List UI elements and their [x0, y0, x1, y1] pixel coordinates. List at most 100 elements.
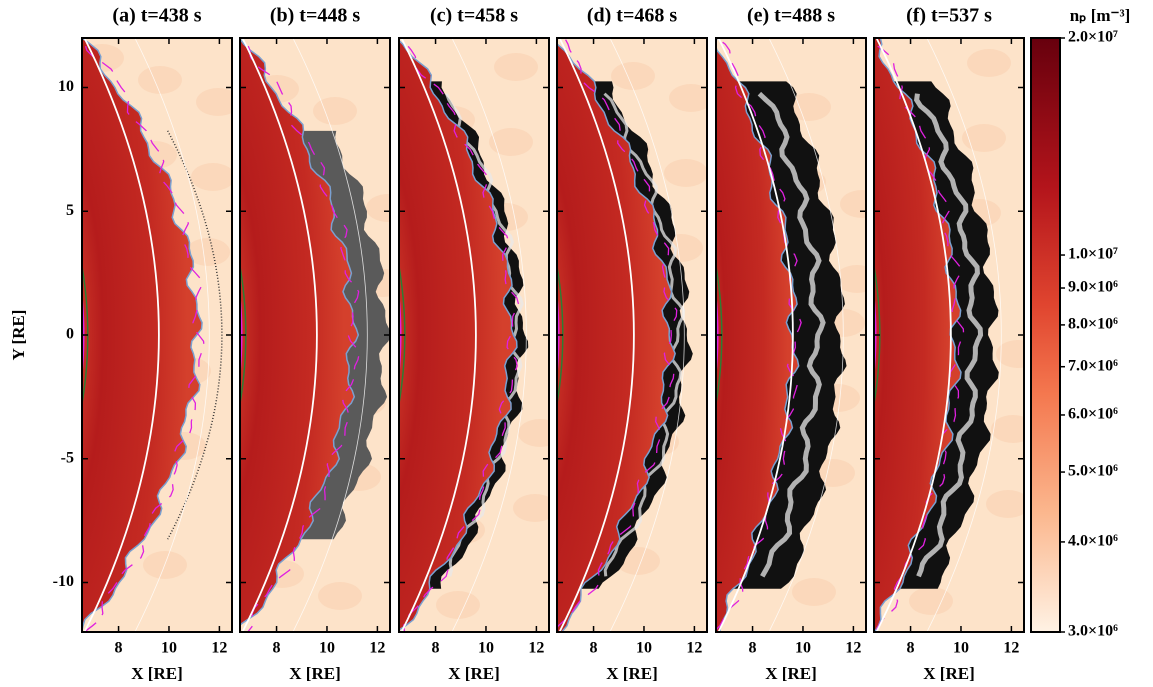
white-arc — [926, 38, 1002, 632]
streak — [445, 93, 524, 577]
texture — [138, 66, 182, 94]
colorbar-tick-label: 8.0×10⁶ — [1068, 316, 1118, 333]
colorbar — [1030, 37, 1061, 633]
texture — [996, 340, 1024, 368]
x-tick-label: 10 — [319, 640, 335, 657]
x-tick-label: 12 — [845, 640, 861, 657]
boundary-contour — [402, 38, 520, 632]
white-arc — [768, 38, 844, 632]
x-tick-label: 8 — [432, 640, 440, 657]
y-tick-label: 0 — [66, 326, 74, 343]
panel-title: (b) t=448 s — [270, 5, 361, 27]
texture — [840, 190, 866, 218]
mixing-layer — [893, 81, 999, 589]
magnetosphere — [82, 38, 203, 631]
texture — [186, 238, 230, 266]
white-arc — [558, 38, 635, 632]
white-arc — [400, 38, 477, 632]
boundary-contour — [557, 42, 676, 632]
y-tick-label: -10 — [53, 573, 74, 590]
panel — [82, 38, 232, 632]
mixing-layer — [300, 130, 390, 540]
texture — [191, 163, 232, 191]
white-arc — [609, 38, 685, 632]
x-tick-label: 10 — [795, 640, 811, 657]
x-tick-label: 12 — [1003, 640, 1019, 657]
magnetosphere — [716, 38, 799, 632]
white-arc — [717, 38, 794, 632]
texture — [967, 49, 1011, 77]
colorbar-tick-label: 2.0×10⁷ — [1068, 29, 1118, 46]
magnetosphere — [874, 38, 961, 632]
panel-title: (c) t=458 s — [430, 5, 518, 27]
texture — [436, 591, 480, 619]
x-axis-label: X [RE] — [289, 664, 340, 683]
white-arc — [292, 38, 368, 632]
mixing-layer — [733, 81, 847, 589]
white-arc — [241, 38, 318, 632]
boundary-contour — [557, 38, 678, 630]
boundary-contour — [82, 38, 205, 632]
particle-arc — [167, 130, 223, 540]
panel — [716, 38, 866, 632]
colorbar-tick-label: 5.0×10⁶ — [1068, 463, 1118, 480]
white-arc — [134, 38, 210, 632]
colorbar-tick-label: 1.0×10⁷ — [1068, 246, 1118, 263]
x-tick-label: 10 — [161, 640, 177, 657]
x-tick-label: 8 — [273, 640, 281, 657]
texture — [489, 128, 533, 156]
mixing-layer — [429, 81, 529, 589]
x-tick-label: 10 — [478, 640, 494, 657]
texture — [835, 265, 866, 293]
panel-title: (e) t=488 s — [747, 5, 835, 27]
x-tick-label: 8 — [115, 640, 123, 657]
x-tick-label: 12 — [211, 640, 227, 657]
panel — [557, 38, 707, 632]
streak — [914, 93, 984, 578]
texture — [196, 88, 232, 116]
streak — [757, 91, 826, 578]
texture — [909, 587, 953, 615]
boundary-contour — [241, 38, 360, 632]
white-arc — [451, 38, 527, 632]
x-tick-label: 12 — [369, 640, 385, 657]
texture — [313, 97, 357, 125]
texture — [962, 124, 1006, 152]
x-tick-label: 12 — [686, 640, 702, 657]
magnetosphere — [399, 40, 517, 630]
y-tick-label: 5 — [66, 202, 74, 219]
mixing-layer — [580, 81, 693, 589]
boundary-contour — [716, 38, 800, 632]
x-axis-label: X [RE] — [131, 664, 182, 683]
boundary-contour — [82, 38, 203, 632]
colorbar-label: nₚ [m⁻³] — [1070, 6, 1131, 25]
colorbar-tick-label: 3.0×10⁶ — [1068, 623, 1118, 640]
x-axis-label: X [RE] — [765, 664, 816, 683]
texture — [669, 84, 707, 112]
x-tick-label: 8 — [590, 640, 598, 657]
panel — [399, 38, 549, 632]
panel-title: (f) t=537 s — [906, 5, 992, 27]
x-tick-label: 8 — [907, 640, 915, 657]
x-axis-label: X [RE] — [448, 664, 499, 683]
white-arc — [83, 38, 160, 632]
texture — [986, 490, 1024, 518]
x-tick-label: 8 — [749, 640, 757, 657]
y-axis-label: Y [RE] — [9, 310, 28, 361]
colorbar-tick-label: 7.0×10⁶ — [1068, 357, 1118, 374]
boundary-contour — [399, 39, 518, 631]
x-axis-label: X [RE] — [923, 664, 974, 683]
boundary-contour — [874, 42, 965, 632]
panel — [240, 38, 390, 632]
texture — [494, 53, 538, 81]
texture — [518, 419, 549, 447]
panel-title: (a) t=438 s — [112, 5, 201, 27]
texture — [664, 159, 707, 187]
texture — [787, 93, 831, 121]
texture — [318, 582, 362, 610]
texture — [611, 62, 655, 90]
panel — [874, 38, 1024, 632]
x-axis-label: X [RE] — [606, 664, 657, 683]
texture — [513, 494, 549, 522]
